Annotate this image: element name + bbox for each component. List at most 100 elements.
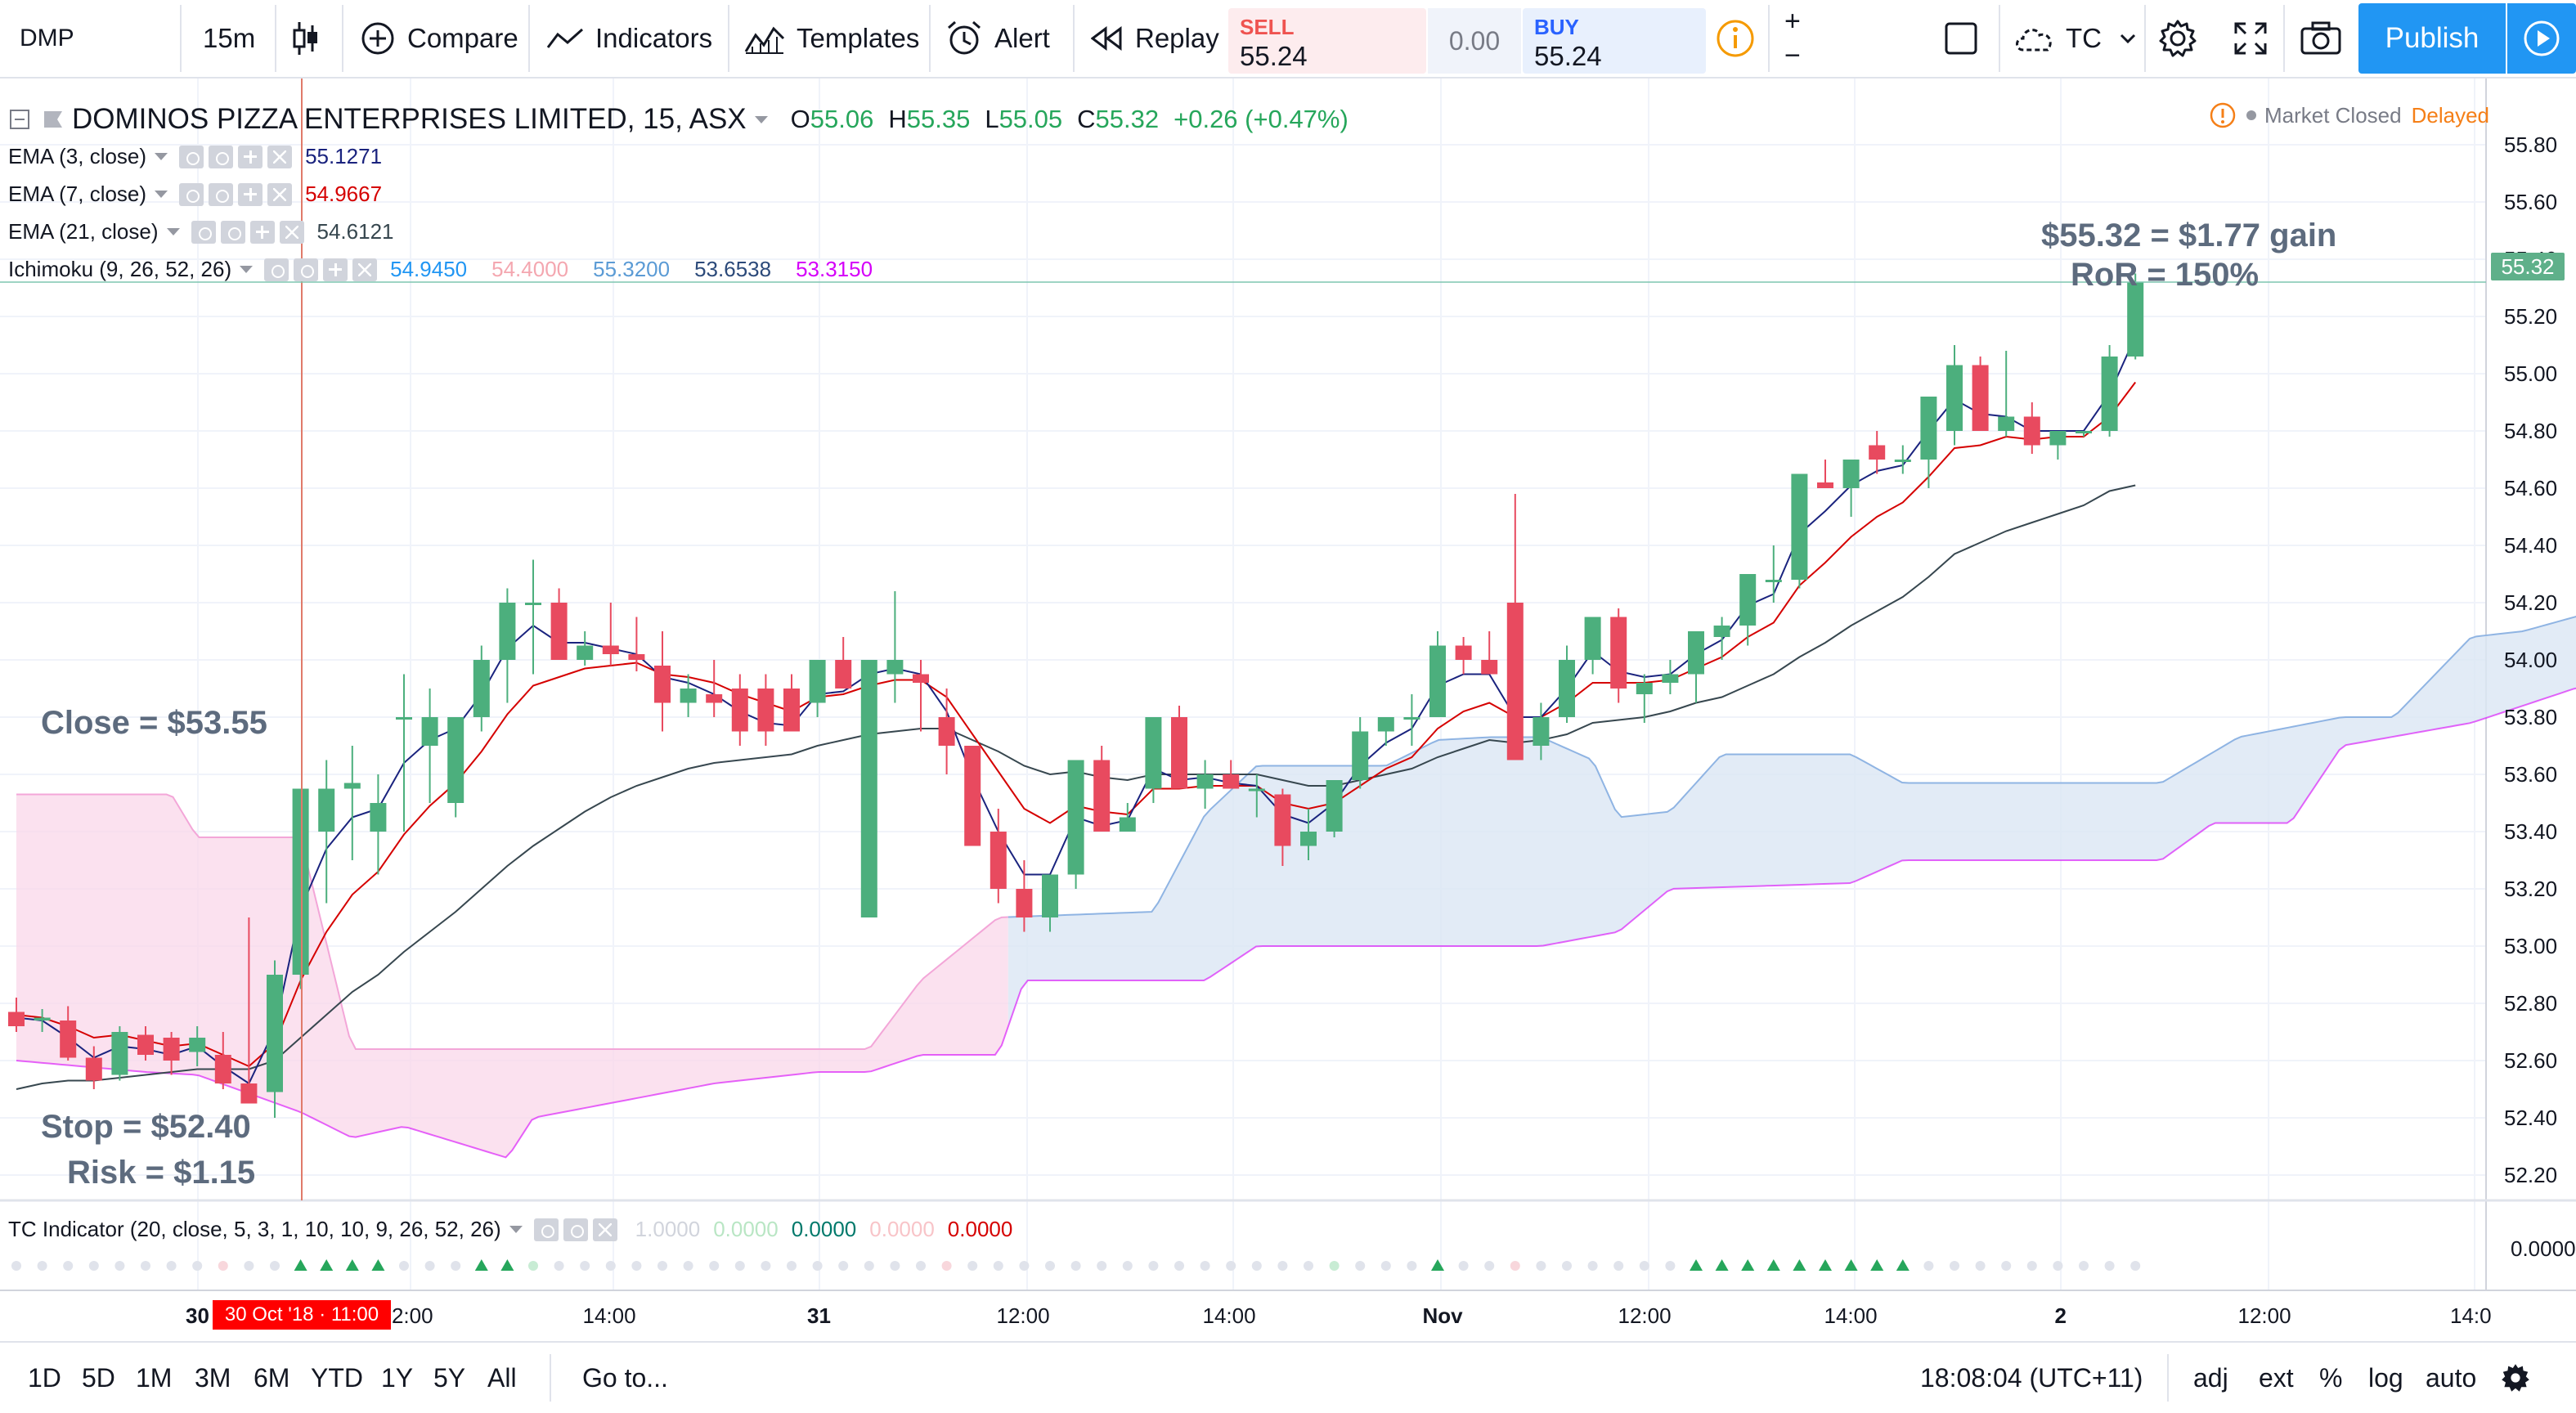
play-button[interactable] bbox=[2507, 3, 2576, 74]
alert-button[interactable]: Alert bbox=[945, 0, 1050, 77]
templates-button[interactable]: Templates bbox=[744, 0, 919, 77]
gain-annotation[interactable]: $55.32 = $1.77 gain bbox=[2041, 218, 2337, 253]
candle bbox=[2023, 402, 2040, 454]
tc-dot bbox=[787, 1261, 797, 1271]
tc-dot bbox=[2104, 1261, 2115, 1271]
quantity-plus-button[interactable]: + bbox=[1784, 5, 1801, 38]
study-remove-button[interactable] bbox=[267, 145, 293, 168]
ichimoku-cloud bbox=[16, 616, 2576, 1159]
quantity-minus-button[interactable]: − bbox=[1784, 39, 1801, 72]
range-button-3m[interactable]: 3M bbox=[195, 1362, 231, 1393]
study-value: 55.1271 bbox=[305, 144, 383, 168]
study-name[interactable]: EMA (7, close) bbox=[8, 182, 147, 206]
study-settings-button[interactable] bbox=[209, 182, 234, 206]
trade-info-button[interactable] bbox=[1716, 0, 1755, 77]
range-button-6m[interactable]: 6M bbox=[254, 1362, 290, 1393]
range-button-1d[interactable]: 1D bbox=[28, 1362, 61, 1393]
price-tick-label: 53.00 bbox=[2504, 934, 2558, 958]
range-button-5d[interactable]: 5D bbox=[82, 1362, 115, 1393]
symbol-title[interactable]: DOMINOS PIZZA ENTERPRISES LIMITED, 15, A… bbox=[72, 103, 747, 135]
stop-annotation[interactable]: Stop = $52.40 bbox=[41, 1109, 251, 1145]
study-value: 53.3150 bbox=[796, 257, 873, 281]
tc-arrow-up bbox=[294, 1259, 307, 1271]
study-remove-button[interactable] bbox=[279, 220, 304, 244]
close-annotation[interactable]: Close = $53.55 bbox=[41, 705, 267, 741]
candles-icon bbox=[293, 22, 317, 55]
price-tick-label: 55.60 bbox=[2504, 190, 2558, 214]
study-plus-button[interactable] bbox=[238, 145, 263, 168]
study-remove-button[interactable] bbox=[352, 258, 378, 281]
tc-dot bbox=[554, 1261, 564, 1271]
tc-dot bbox=[1665, 1261, 1676, 1271]
candle bbox=[835, 637, 852, 689]
study-eye-button[interactable] bbox=[179, 145, 204, 168]
tc-dot bbox=[2053, 1261, 2063, 1271]
tc-dot bbox=[166, 1261, 177, 1271]
candle bbox=[2127, 273, 2144, 360]
replay-button[interactable]: Replay bbox=[1091, 0, 1219, 77]
publish-button[interactable]: Publish bbox=[2358, 3, 2506, 74]
clock[interactable]: 18:08:04 (UTC+11) bbox=[1920, 1362, 2143, 1393]
flag-icon[interactable] bbox=[41, 108, 65, 131]
auto-toggle[interactable]: auto bbox=[2426, 1362, 2477, 1393]
fullscreen-button[interactable] bbox=[2233, 0, 2269, 77]
range-button-ytd[interactable]: YTD bbox=[311, 1362, 363, 1393]
study-remove-button[interactable] bbox=[267, 182, 293, 206]
indicators-button[interactable]: Indicators bbox=[546, 0, 712, 77]
study-name[interactable]: EMA (21, close) bbox=[8, 219, 159, 244]
candle bbox=[214, 1032, 231, 1089]
study-plus-button[interactable] bbox=[323, 258, 348, 281]
study-name[interactable]: Ichimoku (9, 26, 52, 26) bbox=[8, 257, 232, 281]
ext-toggle[interactable]: ext bbox=[2259, 1362, 2294, 1393]
tc-arrow-up bbox=[1844, 1259, 1858, 1271]
candle bbox=[240, 917, 258, 1104]
study-settings-button[interactable] bbox=[220, 220, 245, 244]
study-plus-button[interactable] bbox=[238, 182, 263, 206]
settings-button[interactable] bbox=[2157, 0, 2198, 77]
study-settings-button[interactable] bbox=[294, 258, 319, 281]
study-plus-button[interactable] bbox=[249, 220, 275, 244]
range-button-1y[interactable]: 1Y bbox=[381, 1362, 414, 1393]
study-eye-button[interactable] bbox=[179, 182, 204, 206]
study-eye-button[interactable] bbox=[264, 258, 289, 281]
chart-canvas[interactable] bbox=[0, 78, 2576, 1341]
symbol-search[interactable]: DMP bbox=[20, 0, 74, 77]
compare-button[interactable]: Compare bbox=[360, 0, 518, 77]
goto-button[interactable]: Go to... bbox=[582, 1362, 668, 1393]
tc-settings-button[interactable] bbox=[563, 1218, 588, 1241]
study-name[interactable]: EMA (3, close) bbox=[8, 144, 147, 168]
tc-eye-button[interactable] bbox=[533, 1218, 559, 1241]
collapse-icon[interactable] bbox=[8, 108, 31, 131]
chart-settings-button[interactable] bbox=[2499, 1343, 2532, 1413]
interval-label: 15m bbox=[203, 23, 256, 53]
sell-button[interactable]: SELL 55.24 bbox=[1228, 8, 1426, 74]
layout-toggle-button[interactable] bbox=[1943, 0, 1979, 77]
interval-selector[interactable]: 15m bbox=[203, 0, 255, 77]
chart-type-button[interactable] bbox=[291, 0, 321, 77]
candle bbox=[1791, 473, 1808, 589]
log-toggle[interactable]: log bbox=[2368, 1362, 2403, 1393]
buy-button[interactable]: BUY 55.24 bbox=[1523, 8, 1706, 74]
tc-arrow-up bbox=[371, 1259, 385, 1271]
play-icon bbox=[2524, 20, 2560, 56]
percent-toggle[interactable]: % bbox=[2319, 1362, 2343, 1393]
candle bbox=[602, 603, 619, 666]
range-button-1m[interactable]: 1M bbox=[136, 1362, 173, 1393]
tc-indicator-legend: TC Indicator (20, close, 5, 3, 1, 10, 10… bbox=[8, 1217, 1012, 1242]
market-closed-label: Market Closed bbox=[2264, 102, 2402, 128]
snapshot-button[interactable] bbox=[2300, 0, 2342, 77]
risk-annotation[interactable]: Risk = $1.15 bbox=[67, 1155, 256, 1191]
tc-indicator-name[interactable]: TC Indicator (20, close, 5, 3, 1, 10, 10… bbox=[8, 1217, 501, 1241]
buy-price: 55.24 bbox=[1534, 41, 1602, 71]
study-eye-button[interactable] bbox=[191, 220, 216, 244]
range-button-all[interactable]: All bbox=[487, 1362, 517, 1393]
ror-annotation[interactable]: RoR = 150% bbox=[2071, 257, 2260, 293]
tc-remove-button[interactable] bbox=[592, 1218, 617, 1241]
layout-selector[interactable]: TC bbox=[2012, 0, 2139, 77]
tc-dot bbox=[1923, 1261, 1934, 1271]
study-settings-button[interactable] bbox=[209, 145, 234, 168]
range-button-5y[interactable]: 5Y bbox=[433, 1362, 466, 1393]
indicators-icon bbox=[546, 28, 583, 48]
adj-toggle[interactable]: adj bbox=[2193, 1362, 2228, 1393]
tc-value: 0.0000 bbox=[869, 1217, 935, 1241]
